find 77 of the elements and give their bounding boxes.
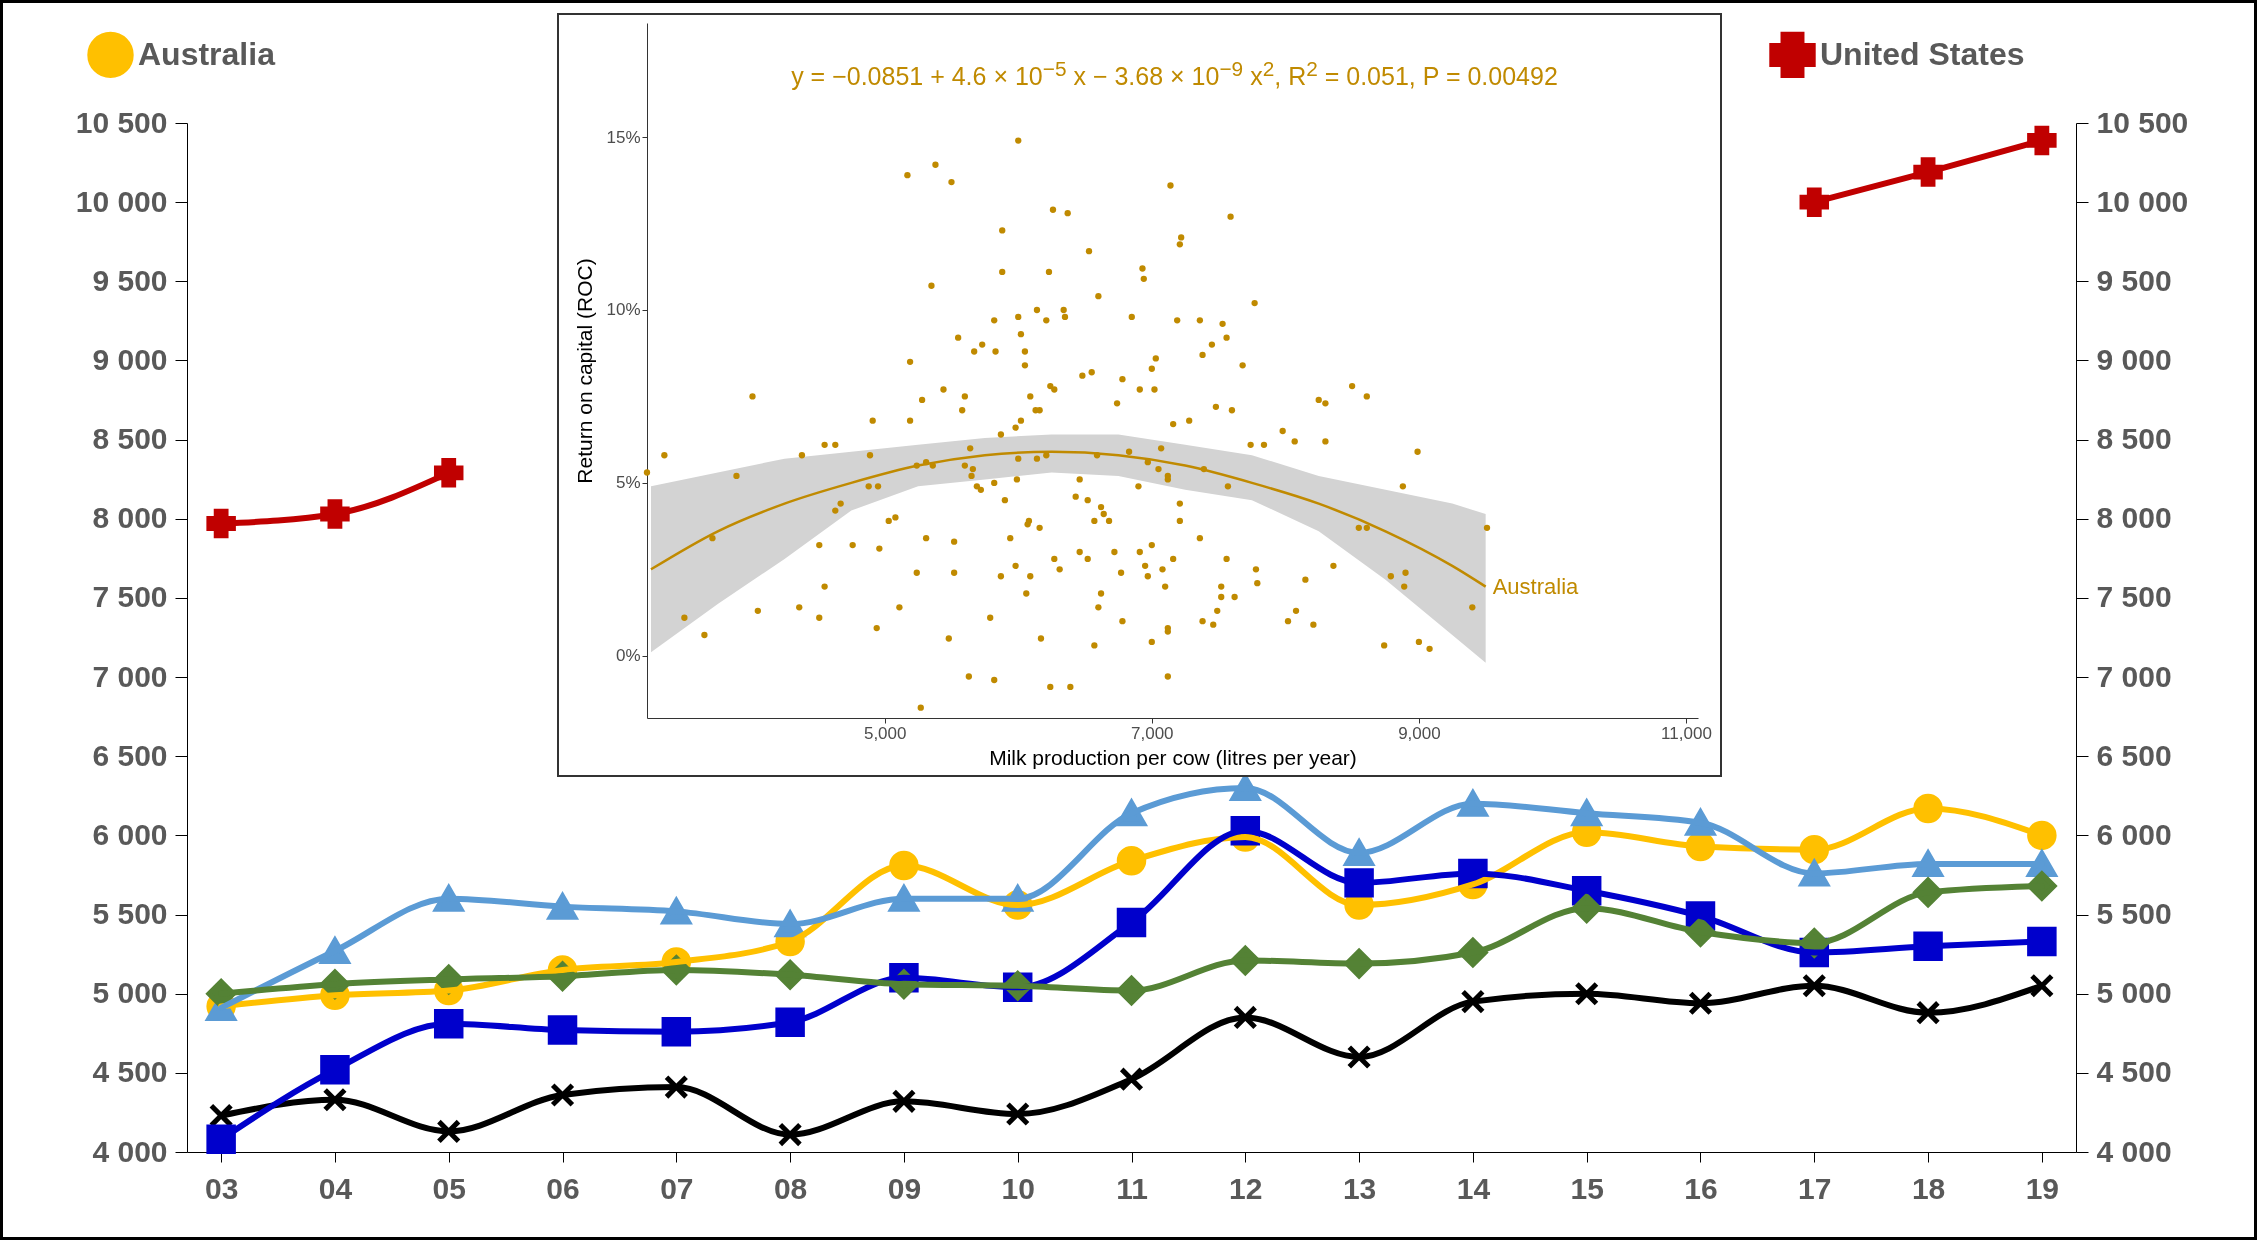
y2-tick-label: 10 000: [2096, 184, 2189, 218]
y-tick-label: 5 000: [92, 976, 168, 1010]
x-tick-label: 5,000: [863, 723, 907, 743]
y2-tick-label: 10 500: [2096, 105, 2189, 139]
x-tick-label: 17: [1798, 1171, 1832, 1205]
y-tick-label: 6 000: [92, 817, 168, 851]
y2-tick-label: 9 500: [2096, 263, 2172, 297]
point: [1574, 981, 1599, 1006]
y-tick-label: 15%: [606, 127, 641, 147]
point: [1346, 1044, 1372, 1070]
point: [1119, 1066, 1144, 1092]
y2-tick-label: 5 500: [2096, 897, 2172, 931]
point: [1005, 1101, 1030, 1127]
y2-tick-label: 5 000: [2096, 976, 2172, 1010]
x-tick-label: 18: [1911, 1171, 1946, 1205]
x-tick-label: 09: [887, 1171, 922, 1205]
y2-tick-label: 9 000: [2096, 342, 2172, 376]
y2-tick-label: 4 000: [2096, 1134, 2172, 1168]
x-tick-label: 7,000: [1131, 723, 1174, 743]
y-tick-label: 8 500: [92, 422, 168, 456]
legend-label: United States: [1820, 35, 2025, 72]
x-tick-label: 14: [1456, 1171, 1491, 1205]
x-tick-label: 12: [1229, 1171, 1263, 1205]
y2-tick-label: 8 500: [2096, 422, 2172, 456]
x-tick-label: 06: [546, 1171, 580, 1205]
y-tick-label: 8 000: [92, 501, 168, 535]
point: [322, 1087, 348, 1113]
y-tick-label: 10 000: [75, 184, 168, 218]
series-label: Australia: [1492, 573, 1580, 599]
point: [1688, 990, 1713, 1016]
point: [550, 1082, 575, 1108]
x-tick-label: 07: [660, 1171, 694, 1205]
y2-tick-label: 8 000: [2096, 501, 2172, 535]
y-tick-label: 9 500: [92, 263, 168, 297]
x-axis-title: Milk production per cow (litres per year): [989, 745, 1357, 769]
point: [1915, 1000, 1941, 1025]
y-tick-label: 4 500: [92, 1055, 168, 1089]
y-tick-label: 6 500: [92, 738, 168, 772]
x-tick-label: 9,000: [1398, 723, 1441, 743]
y2-tick-label: 7 500: [2096, 580, 2172, 614]
x-tick-label: 11,000: [1661, 723, 1712, 743]
y-tick-label: 5%: [615, 473, 641, 493]
point: [2029, 973, 2055, 999]
y-tick-label: 5 500: [92, 897, 168, 931]
x-tick-label: 04: [318, 1171, 353, 1205]
y-tick-label: 9 000: [92, 342, 168, 376]
x-tick-label: 19: [2025, 1171, 2060, 1205]
x-tick-label: 13: [1342, 1171, 1377, 1205]
point: [664, 1074, 689, 1100]
y2-tick-label: 4 500: [2096, 1055, 2172, 1089]
point: [891, 1089, 917, 1114]
y-axis-title: Return on capital (ROC): [573, 258, 597, 484]
y-tick-label: 4 000: [92, 1134, 168, 1168]
line-series: [649, 450, 1487, 588]
point: [777, 1122, 803, 1147]
y2-tick-label: 7 000: [2096, 659, 2172, 693]
x-tick-label: 05: [432, 1171, 466, 1205]
y-tick-label: 7 000: [92, 659, 168, 693]
y-tick-label: 10 500: [75, 105, 168, 139]
legend-label: Australia: [138, 35, 276, 72]
chart-title: y = −0.0851 + 4.6 × 10$^{−5}$ x − 3.68 × 10$^{−9}$ x$^{2}$, R$^{2}$ = 0.051, P = 0.00492: [791, 57, 1558, 91]
point: [1460, 989, 1486, 1014]
y-tick-label: 7 500: [92, 580, 168, 614]
point: [1801, 973, 1827, 999]
y-tick-label: 0%: [615, 646, 641, 666]
point: [436, 1119, 462, 1144]
x-tick-label: 08: [773, 1171, 808, 1205]
x-tick-label: 03: [204, 1171, 239, 1205]
y2-tick-label: 6 500: [2096, 738, 2172, 772]
x-tick-label: 11: [1116, 1171, 1148, 1205]
y2-tick-label: 6 000: [2096, 817, 2172, 851]
x-tick-label: 10: [1001, 1171, 1035, 1205]
point: [1233, 1005, 1258, 1030]
point: [2027, 926, 2057, 957]
x-tick-label: 15: [1570, 1171, 1604, 1205]
x-tick-label: 16: [1684, 1171, 1718, 1205]
y-tick-label: 10%: [606, 300, 641, 320]
